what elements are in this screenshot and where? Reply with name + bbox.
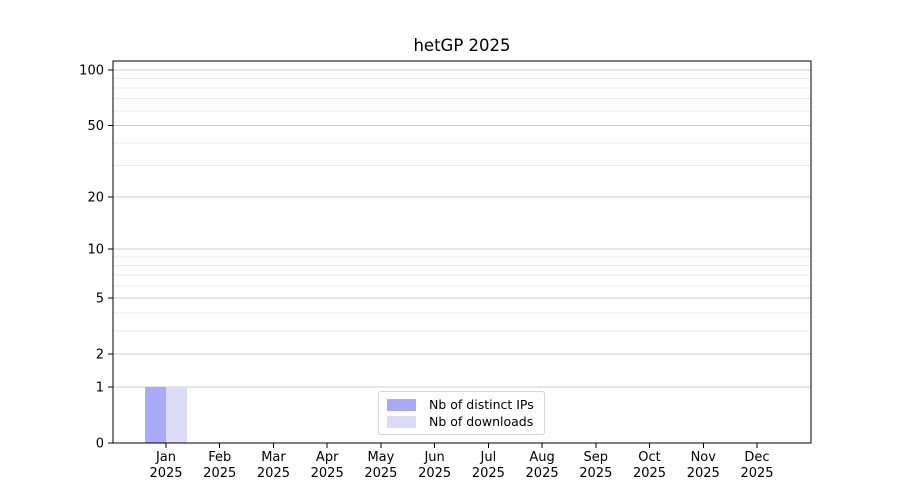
- x-tick-label: Feb: [208, 450, 231, 465]
- y-tick-label: 5: [96, 292, 104, 307]
- x-tick-label: 2025: [526, 466, 559, 481]
- y-tick-label: 20: [87, 190, 104, 205]
- x-tick-label: Apr: [316, 450, 339, 465]
- axis-ticks-and-labels: 0125102050100Jan2025Feb2025Mar2025Apr202…: [79, 64, 773, 481]
- x-tick-label: Jul: [480, 450, 497, 465]
- y-tick-label: 50: [87, 119, 104, 134]
- y-tick-label: 100: [79, 64, 104, 79]
- x-tick-label: Aug: [529, 450, 554, 465]
- legend-item-distinct-ips: Nb of distinct IPs: [387, 397, 536, 412]
- legend-item-downloads: Nb of downloads: [387, 414, 536, 429]
- legend-label-distinct-ips: Nb of distinct IPs: [429, 397, 534, 412]
- bar-downloads: [166, 386, 187, 443]
- gridlines: [113, 69, 811, 388]
- plot-border: [112, 60, 812, 444]
- x-tick-label: Mar: [261, 450, 286, 465]
- x-tick-label: Oct: [638, 450, 660, 465]
- legend: Nb of distinct IPs Nb of downloads: [378, 391, 545, 435]
- x-tick-label: Sep: [584, 450, 609, 465]
- x-tick-label: 2025: [740, 466, 773, 481]
- x-tick-label: Nov: [691, 450, 717, 465]
- x-tick-label: 2025: [687, 466, 720, 481]
- legend-label-downloads: Nb of downloads: [429, 414, 534, 429]
- x-tick-label: 2025: [418, 466, 451, 481]
- x-tick-label: 2025: [203, 466, 236, 481]
- x-tick-label: 2025: [311, 466, 344, 481]
- y-tick-label: 10: [87, 243, 104, 258]
- bars: [145, 386, 187, 443]
- y-tick-label: 0: [96, 437, 104, 452]
- y-tick-label: 2: [96, 348, 104, 363]
- y-tick-label: 1: [96, 380, 104, 395]
- legend-swatch-downloads: [387, 415, 416, 428]
- x-tick-label: 2025: [364, 466, 397, 481]
- plot-frame: [112, 60, 812, 444]
- x-tick-label: Dec: [744, 450, 769, 465]
- x-tick-label: 2025: [633, 466, 666, 481]
- bar-distinct-ips: [145, 386, 166, 443]
- x-tick-label: 2025: [257, 466, 290, 481]
- x-tick-label: 2025: [472, 466, 505, 481]
- x-tick-label: May: [367, 450, 394, 465]
- x-tick-label: Jan: [155, 450, 176, 465]
- x-tick-label: 2025: [149, 466, 182, 481]
- x-tick-label: 2025: [579, 466, 612, 481]
- legend-swatch-distinct-ips: [387, 398, 416, 411]
- x-tick-label: Jun: [423, 450, 444, 465]
- chart-title: hetGP 2025: [413, 36, 510, 55]
